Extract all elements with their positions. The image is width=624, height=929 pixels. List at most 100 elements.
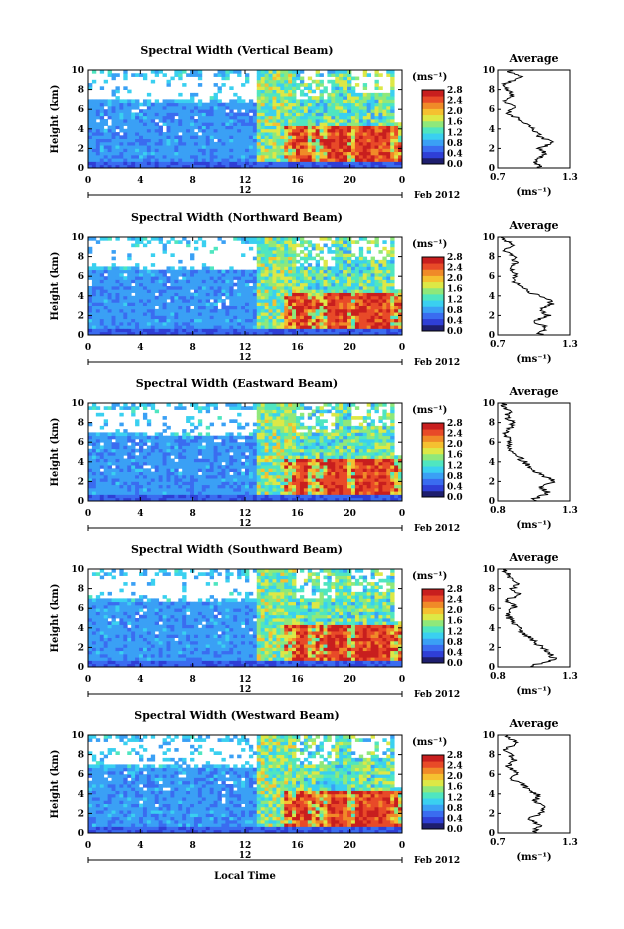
heatmap-cell	[209, 308, 215, 313]
heatmap-cell	[166, 135, 171, 139]
heatmap-cell	[350, 272, 356, 277]
heatmap-cell	[366, 145, 372, 149]
heatmap-cell	[99, 445, 105, 450]
heatmap-cell	[327, 96, 332, 100]
heatmap-cell	[193, 458, 199, 463]
colorbar-swatch	[422, 133, 444, 140]
heatmap-cell	[323, 115, 328, 120]
heatmap-cell	[205, 318, 211, 323]
heatmap-cell	[182, 148, 187, 153]
heatmap-cell	[139, 135, 144, 139]
heatmap-cell	[252, 491, 258, 495]
heatmap-cell	[178, 99, 183, 104]
heatmap-cell	[307, 145, 313, 149]
heatmap-cell	[241, 164, 246, 169]
heatmap-cell	[370, 240, 375, 244]
heatmap-cell	[268, 138, 273, 143]
heatmap-cell	[319, 318, 324, 323]
heatmap-cell	[366, 295, 372, 300]
heatmap-cell	[158, 445, 163, 450]
heatmap-cell	[280, 83, 285, 87]
heatmap-cell	[158, 292, 163, 297]
heatmap-cell	[315, 73, 320, 77]
heatmap-cell	[150, 279, 156, 284]
heatmap-cell	[350, 325, 356, 329]
heatmap-cell	[162, 145, 167, 149]
heatmap-cell	[123, 328, 128, 333]
heatmap-cell	[135, 158, 140, 162]
heatmap-cell	[284, 250, 289, 254]
heatmap-cell	[229, 318, 234, 323]
heatmap-cell	[131, 406, 136, 410]
heatmap-cell	[296, 138, 301, 143]
heatmap-cell	[99, 286, 105, 290]
heatmap-cell	[339, 312, 344, 316]
panels: Spectral Width (Vertical Beam)0246810Hei…	[50, 44, 578, 866]
heatmap-cell	[241, 481, 246, 486]
heatmap-cell	[139, 276, 144, 280]
heatmap-cell	[292, 141, 297, 146]
heatmap-cell	[182, 481, 187, 486]
heatmap-cell	[229, 325, 234, 329]
heatmap-cell	[182, 491, 187, 495]
heatmap-cell	[382, 96, 387, 100]
heatmap-cell	[135, 305, 140, 310]
heatmap-cell	[182, 438, 187, 443]
heatmap-cell	[115, 119, 120, 123]
heatmap-cell	[370, 99, 375, 104]
heatmap-cell	[311, 151, 317, 156]
heatmap-cell	[158, 308, 163, 313]
heatmap-cell	[237, 305, 242, 310]
heatmap-cell	[358, 128, 364, 133]
heatmap-cell	[307, 302, 313, 306]
heatmap-cell	[382, 138, 387, 143]
heatmap-cell	[370, 128, 375, 133]
heatmap-cell	[142, 302, 148, 306]
heatmap-cell	[178, 269, 183, 274]
heatmap-cell	[335, 164, 340, 169]
heatmap-cell	[350, 289, 356, 293]
heatmap-cell	[366, 164, 372, 169]
heatmap-cell	[142, 272, 148, 277]
heatmap-cell	[213, 302, 218, 306]
heatmap-cell	[370, 148, 375, 153]
heatmap-cell	[331, 158, 336, 162]
heatmap-cell	[280, 161, 285, 166]
heatmap-cell	[135, 151, 140, 156]
heatmap-cell	[146, 445, 152, 450]
heatmap-cell	[146, 422, 152, 427]
heatmap-cell	[241, 308, 246, 313]
heatmap-cell	[107, 478, 112, 482]
heatmap-cell	[296, 289, 301, 293]
heatmap-cell	[272, 83, 277, 87]
heatmap-cell	[347, 272, 352, 277]
heatmap-cell	[233, 145, 238, 149]
heatmap-cell	[197, 487, 203, 492]
heatmap-cell	[339, 259, 344, 264]
heatmap-cell	[95, 299, 101, 303]
heatmap-cell	[174, 452, 179, 456]
heatmap-cell	[91, 487, 97, 492]
heatmap-cell	[146, 419, 152, 423]
heatmap-cell	[241, 455, 246, 459]
heatmap-cell	[201, 455, 207, 459]
heatmap-cell	[260, 79, 266, 84]
heatmap-cell	[186, 158, 191, 162]
heatmap-cell	[131, 158, 136, 162]
heatmap-cell	[119, 331, 124, 336]
heatmap-cell	[139, 328, 144, 333]
heatmap-cell	[139, 302, 144, 306]
heatmap-cell	[280, 299, 285, 303]
colorbar-tick-label: 2.4	[447, 97, 463, 107]
heatmap-cell	[146, 494, 152, 499]
heatmap-cell	[374, 115, 379, 120]
heatmap-cell	[131, 128, 136, 133]
heatmap-cell	[107, 452, 112, 456]
heatmap-cell	[307, 151, 313, 156]
heatmap-cell	[386, 250, 391, 254]
heatmap-cell	[256, 295, 262, 300]
heatmap-cell	[221, 497, 226, 502]
heatmap-cell	[131, 455, 136, 459]
heatmap-cell	[276, 325, 281, 329]
heatmap-cell	[237, 282, 242, 287]
